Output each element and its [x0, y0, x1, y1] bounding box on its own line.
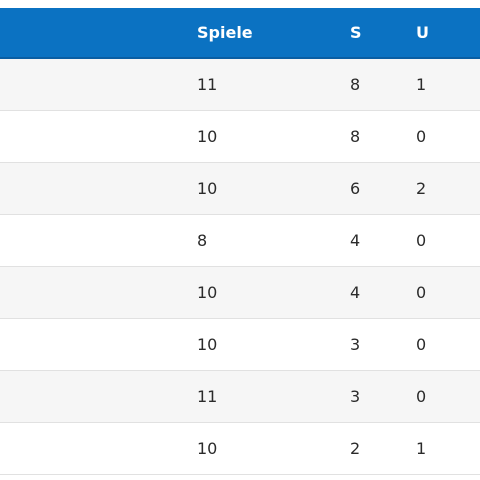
- cell-spiele: 10: [197, 127, 218, 146]
- cell-spiele: 10: [197, 179, 218, 198]
- cell-s: 8: [350, 127, 361, 146]
- top-strip: [0, 0, 480, 8]
- cell-spiele: 11: [197, 387, 218, 406]
- cell-s: 8: [350, 75, 361, 94]
- header-u[interactable]: U: [416, 23, 429, 42]
- cell-u: 0: [416, 283, 427, 302]
- cell-s: 6: [350, 179, 361, 198]
- table-row: 10 2 1: [0, 423, 480, 475]
- table-header: Spiele S U: [0, 8, 480, 59]
- cell-s: 2: [350, 439, 361, 458]
- cell-spiele: 10: [197, 335, 218, 354]
- table-row: 11 8 1: [0, 59, 480, 111]
- cell-spiele: 11: [197, 75, 218, 94]
- cell-u: 0: [416, 335, 427, 354]
- header-s[interactable]: S: [350, 23, 362, 42]
- cell-s: 4: [350, 283, 361, 302]
- cell-u: 0: [416, 387, 427, 406]
- cell-s: 3: [350, 387, 361, 406]
- cell-u: 1: [416, 439, 427, 458]
- cell-s: 3: [350, 335, 361, 354]
- cell-u: 0: [416, 127, 427, 146]
- table-row: 8 4 0: [0, 215, 480, 267]
- header-spiele[interactable]: Spiele: [197, 23, 253, 42]
- table-row: 10 6 2: [0, 163, 480, 215]
- cell-spiele: 10: [197, 439, 218, 458]
- table-body: 11 8 1 10 8 0 10 6 2 8 4 0 10 4 0 10 3 0: [0, 59, 480, 475]
- cell-spiele: 10: [197, 283, 218, 302]
- cell-u: 1: [416, 75, 427, 94]
- table-row: 10 3 0: [0, 319, 480, 371]
- table-row: 10 8 0: [0, 111, 480, 163]
- cell-u: 0: [416, 231, 427, 250]
- table-row: 11 3 0: [0, 371, 480, 423]
- cell-u: 2: [416, 179, 427, 198]
- cell-spiele: 8: [197, 231, 208, 250]
- table-row: 10 4 0: [0, 267, 480, 319]
- cell-s: 4: [350, 231, 361, 250]
